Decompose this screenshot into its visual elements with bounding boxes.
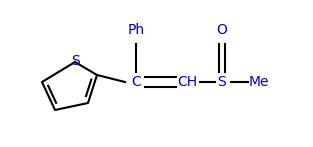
Text: C: C (131, 75, 141, 89)
Text: S: S (218, 75, 226, 89)
Text: Ph: Ph (127, 23, 145, 37)
Text: CH: CH (177, 75, 197, 89)
Text: S: S (71, 54, 80, 68)
Text: Me: Me (249, 75, 269, 89)
Text: O: O (217, 23, 228, 37)
